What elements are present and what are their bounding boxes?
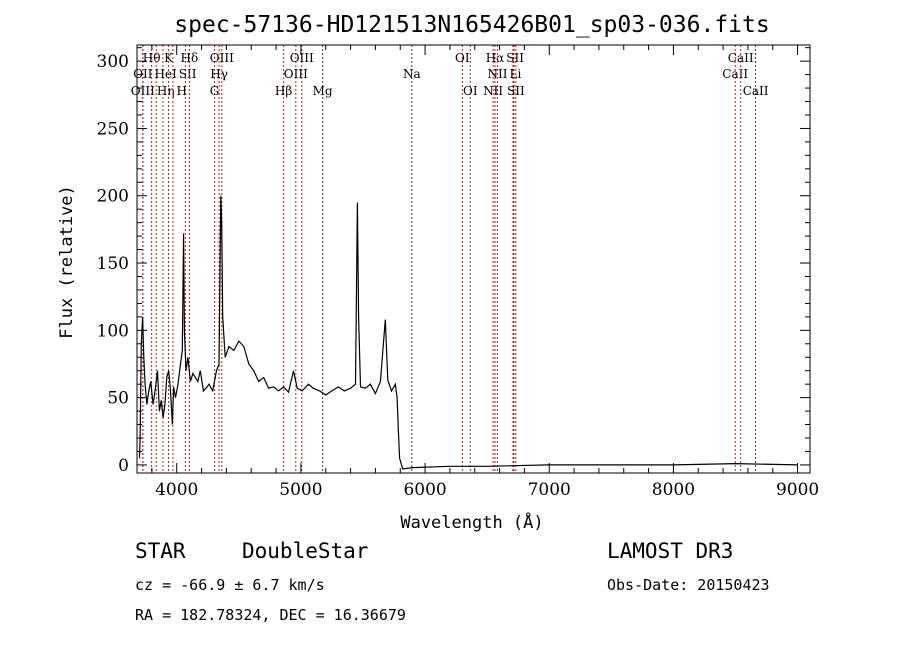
spectral-line-label: Hη xyxy=(157,84,175,98)
spectral-line-label: Hβ xyxy=(275,84,292,98)
x-tick-label: 4000 xyxy=(155,480,198,500)
spectral-line-label: OI xyxy=(463,84,478,98)
spectral-line-label: CaII xyxy=(743,84,769,98)
spectral-line-label: Hα xyxy=(486,51,505,65)
spectrum-series xyxy=(138,195,798,470)
y-tick-label: 0 xyxy=(118,456,129,476)
obs-date: Obs-Date: 20150423 xyxy=(607,576,770,594)
coordinates: RA = 182.78324, DEC = 16.36679 xyxy=(135,606,406,624)
spectral-line-label: CaII xyxy=(722,67,748,81)
y-axis-label: Flux (relative) xyxy=(57,185,77,339)
spectral-line-label: K xyxy=(164,51,174,65)
object-class: STAR xyxy=(135,539,186,563)
spectral-line-label: SII xyxy=(179,67,197,81)
spectral-line-label: Hγ xyxy=(210,67,228,81)
object-subclass: DoubleStar xyxy=(242,539,368,563)
spectral-line-label: HeI xyxy=(155,67,178,81)
y-tick-label: 50 xyxy=(107,389,129,409)
spectral-line-label: SII xyxy=(506,51,524,65)
spectral-line-label: CaII xyxy=(728,51,754,65)
redshift-cz: cz = -66.9 ± 6.7 km/s xyxy=(135,576,325,594)
spectral-line-label: Mg xyxy=(313,84,333,98)
spectral-line-label: OIII xyxy=(290,51,314,65)
y-tick-label: 150 xyxy=(97,254,129,274)
spectral-line-label: H xyxy=(177,84,187,98)
spectral-line-label: OIII xyxy=(284,67,308,81)
y-tick-label: 250 xyxy=(97,119,129,139)
spectral-lines: OIIOIIIHθHηHeIKHSIIHδGHγOIIIHβOIIIOIIIMg… xyxy=(131,45,769,473)
spectral-line-label: OIII xyxy=(210,51,234,65)
spectral-line-label: Hδ xyxy=(181,51,199,65)
x-tick-label: 6000 xyxy=(403,480,446,500)
y-tick-label: 100 xyxy=(97,321,129,341)
spectral-line-label: NII xyxy=(488,67,508,81)
spectral-line-label: Na xyxy=(403,67,421,81)
spectral-line-label: G xyxy=(210,84,220,98)
chart-title: spec-57136-HD121513N165426B01_sp03-036.f… xyxy=(174,12,769,38)
y-tick-label: 300 xyxy=(97,52,129,72)
x-tick-label: 8000 xyxy=(652,480,695,500)
survey-name: LAMOST DR3 xyxy=(607,539,733,563)
x-axis-label: Wavelength (Å) xyxy=(400,511,543,533)
plot-frame xyxy=(136,44,811,474)
x-tick-label: 5000 xyxy=(279,480,322,500)
y-tick-label: 200 xyxy=(97,187,129,207)
x-tick-label: 7000 xyxy=(528,480,571,500)
spectral-line-label: OI xyxy=(455,51,470,65)
spectral-line-label: Hθ xyxy=(143,51,161,65)
spectral-line-label: NII xyxy=(483,84,503,98)
x-tick-label: 9000 xyxy=(776,480,819,500)
spectrum-line xyxy=(138,195,798,470)
spectral-line-label: SII xyxy=(507,84,525,98)
axis-ticks: 4000 5000 6000 7000 8000 9000 0 50 100 150 200 250 3… xyxy=(97,45,819,500)
